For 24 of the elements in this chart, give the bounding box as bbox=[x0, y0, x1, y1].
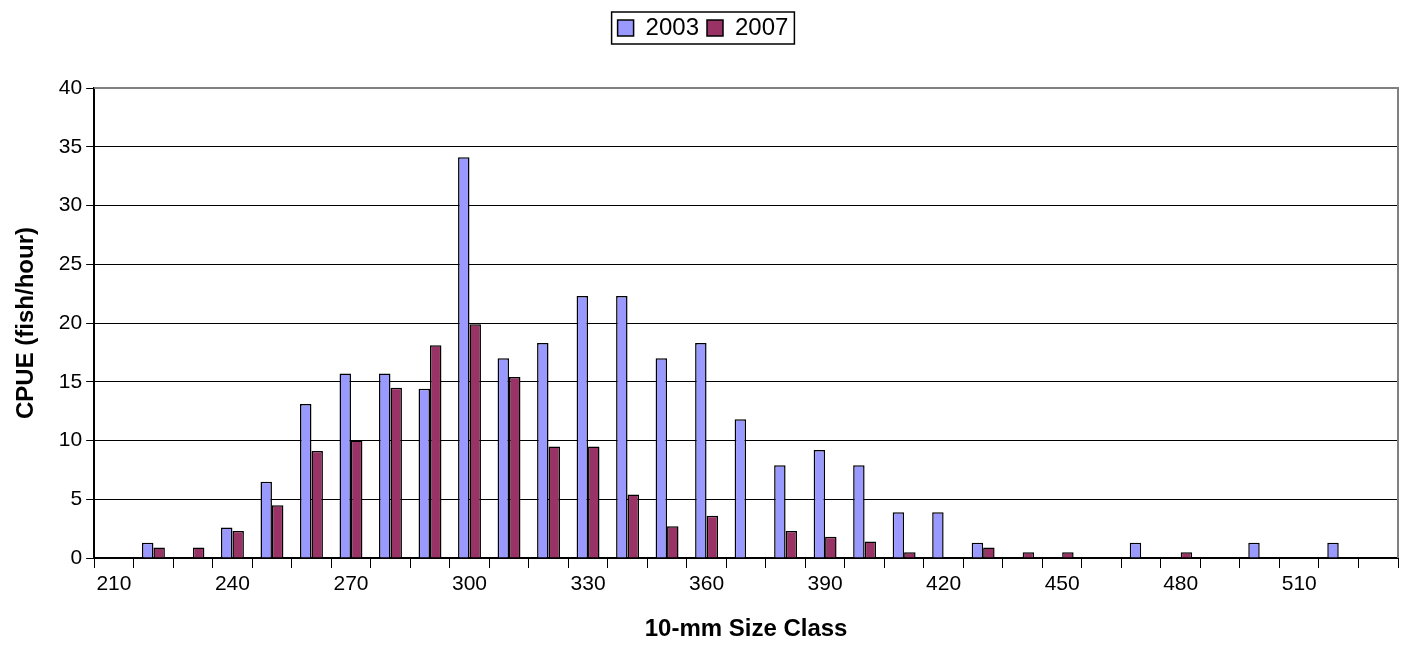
x-tick-label: 480 bbox=[1163, 571, 1199, 595]
y-tick-label: 10 bbox=[58, 427, 83, 451]
x-tick-label: 270 bbox=[333, 571, 369, 595]
y-tick-label: 35 bbox=[58, 133, 83, 157]
x-tick-label: 330 bbox=[570, 571, 606, 595]
y-tick-label: 15 bbox=[58, 368, 83, 392]
x-tick-label: 450 bbox=[1044, 571, 1080, 595]
x-axis-title: 10-mm Size Class bbox=[644, 614, 848, 642]
y-tick-label: 20 bbox=[58, 309, 83, 333]
x-tick-label: 420 bbox=[926, 571, 962, 595]
x-tick-label: 510 bbox=[1281, 571, 1317, 595]
x-tick-label: 360 bbox=[689, 571, 725, 595]
y-tick-label: 40 bbox=[58, 74, 83, 98]
x-tick-label: 210 bbox=[96, 571, 132, 595]
y-axis-title: CPUE (fish/hour) bbox=[11, 227, 39, 419]
y-tick-label: 5 bbox=[70, 486, 83, 510]
x-tick-label: 300 bbox=[451, 571, 488, 595]
legend-label: 2007 bbox=[735, 12, 789, 40]
y-tick-label: 30 bbox=[58, 192, 83, 216]
x-tick-label: 390 bbox=[807, 571, 843, 595]
x-tick-label: 240 bbox=[214, 571, 250, 595]
y-tick-label: 0 bbox=[70, 544, 83, 568]
legend-label: 2003 bbox=[645, 12, 699, 40]
y-tick-label: 25 bbox=[58, 251, 83, 275]
